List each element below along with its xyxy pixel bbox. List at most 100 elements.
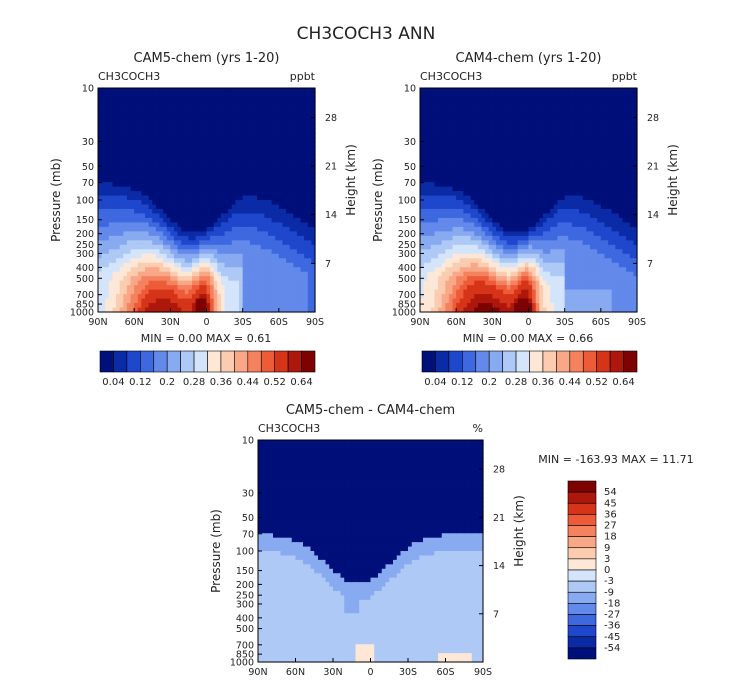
y-tick-label: 1000 [70,308,94,319]
heatmap-cell [459,307,464,313]
heatmap-cell [98,307,103,313]
heatmap-cell [123,168,128,174]
heatmap-cell [434,213,439,219]
heatmap-cell [199,177,204,183]
heatmap-cell [177,141,182,147]
heatmap-cell [264,191,269,197]
heatmap-cell [235,258,240,264]
heatmap-cell [539,132,544,138]
heatmap-cell [105,173,110,179]
heatmap-cell [170,110,175,116]
heatmap-cell [423,182,428,188]
heatmap-cell [152,92,157,98]
heatmap-cell [445,204,450,210]
heatmap-cell [553,204,559,210]
heatmap-cell [112,294,117,300]
heatmap-cell [257,88,262,94]
heatmap-cell [528,303,533,309]
heatmap-cell [506,222,512,228]
heatmap-cell [137,267,142,273]
heatmap-cell [253,101,258,107]
heatmap-cell [517,262,522,268]
heatmap-cell [427,226,432,232]
heatmap-cell [300,267,305,273]
heatmap-cell [503,141,508,147]
heatmap-cell [434,191,439,197]
heatmap-cell [242,88,247,94]
heatmap-cell [105,213,110,219]
heatmap-cell [271,200,276,206]
heatmap-cell [524,262,530,268]
heatmap-cell [173,164,179,170]
heatmap-cell [242,235,247,241]
heatmap-cell [514,222,519,228]
heatmap-cell [448,262,454,268]
heatmap-cell [477,280,483,286]
heatmap-cell [134,182,139,188]
heatmap-cell [220,307,226,313]
heatmap-cell [202,159,208,165]
heatmap-cell [166,289,171,295]
heatmap-cell [134,235,139,241]
heatmap-cell [452,298,457,304]
heatmap-cell [116,262,121,268]
heatmap-cell [420,235,425,241]
heatmap-cell [184,217,190,223]
heatmap-cell [430,150,436,156]
heatmap-cell [441,226,446,232]
heatmap-cell [307,271,312,277]
heatmap-cell [304,253,309,259]
heatmap-cell [474,226,479,232]
heatmap-cell [253,155,258,161]
heatmap-cell [510,150,515,156]
heatmap-cell [123,88,128,94]
heatmap-cell [199,150,204,156]
heatmap-cell [485,105,490,111]
heatmap-cell [506,105,512,111]
heatmap-cell [105,226,110,232]
heatmap-cell [528,96,533,103]
heatmap-cell [546,276,551,282]
heatmap-cell [101,262,106,268]
heatmap-cell [195,208,200,215]
heatmap-cell [119,231,124,237]
heatmap-cell [311,164,316,170]
heatmap-cell [239,294,244,300]
heatmap-cell [438,213,443,219]
heatmap-cell [275,92,280,98]
heatmap-cell [184,114,190,120]
heatmap-cell [257,168,262,174]
heatmap-cell [271,150,276,156]
heatmap-cell [445,191,450,197]
heatmap-cell [467,155,472,161]
heatmap-cell [514,105,519,111]
heatmap-cell [420,101,425,107]
heatmap-cell [470,96,475,103]
heatmap-cell [434,222,439,228]
heatmap-cell [481,132,486,138]
heatmap-cell [477,231,483,237]
heatmap-cell [485,285,490,291]
heatmap-cell [470,303,475,309]
heatmap-cell [192,92,197,98]
heatmap-cell [126,173,132,179]
heatmap-cell [557,213,562,219]
heatmap-cell [155,285,161,291]
heatmap-cell [159,92,164,98]
heatmap-cell [239,208,244,215]
heatmap-cell [170,285,175,291]
heatmap-cell [521,195,526,201]
heatmap-cell [535,128,540,134]
heatmap-cell [495,244,501,250]
heatmap-cell [477,217,483,223]
heatmap-cell [123,231,128,237]
heatmap-cell [275,182,280,188]
heatmap-cell [282,173,287,179]
heatmap-cell [108,177,114,183]
heatmap-cell [141,88,146,94]
heatmap-cell [242,262,247,268]
heatmap-cell [456,294,461,300]
heatmap-cell [253,276,258,282]
heatmap-cell [481,155,486,161]
heatmap-cell [260,307,265,313]
